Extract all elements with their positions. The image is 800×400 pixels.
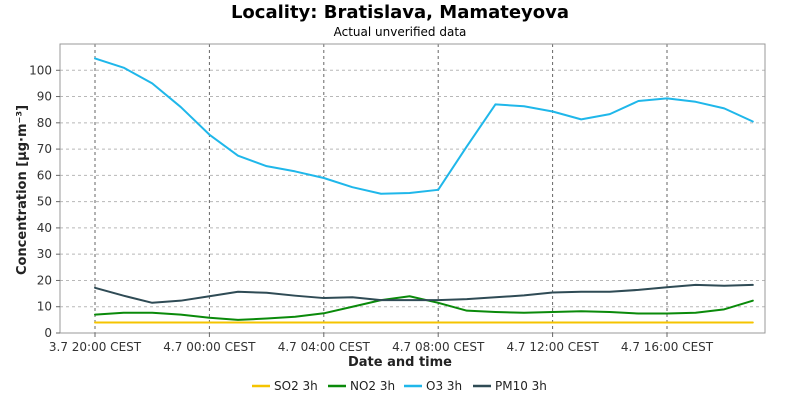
x-axis-title: Date and time: [348, 355, 452, 370]
x-axis: 3.7 20:00 CEST 4.7 00:00 CEST 4.7 04:00 CE…: [49, 333, 714, 354]
legend-item: PM10 3h: [473, 379, 547, 393]
y-tick-label: 40: [37, 221, 52, 235]
y-axis-title: Concentration [µg·m⁻³]: [15, 105, 30, 275]
x-tick-label: 4.7 12:00 CEST: [506, 340, 599, 354]
y-tick-label: 50: [37, 195, 52, 209]
series-lines: [94, 57, 754, 324]
legend-label: NO2 3h: [350, 379, 395, 393]
legend-label: PM10 3h: [495, 379, 547, 393]
x-tick-label: 4.7 08:00 CEST: [392, 340, 485, 354]
legend: SO2 3h NO2 3h O3 3h PM10 3h: [252, 379, 547, 393]
y-tick-label: 90: [37, 90, 52, 104]
y-tick-label: 20: [37, 273, 52, 287]
plot-area-frame: [59, 43, 766, 334]
y-tick-label: 70: [37, 142, 52, 156]
x-tick-label: 3.7 20:00 CEST: [49, 340, 142, 354]
legend-label: O3 3h: [426, 379, 462, 393]
chart-title: Locality: Bratislava, Mamateyova: [231, 2, 569, 23]
y-tick-label: 60: [37, 168, 52, 182]
legend-item: O3 3h: [404, 379, 462, 393]
y-tick-label: 80: [37, 116, 52, 130]
chart-subtitle: Actual unverified data: [334, 25, 467, 39]
legend-item: SO2 3h: [252, 379, 318, 393]
series-line-pm10-3h: [94, 283, 754, 304]
y-tick-label: 0: [44, 326, 52, 340]
x-tick-label: 4.7 00:00 CEST: [163, 340, 256, 354]
y-tick-label: 30: [37, 247, 52, 261]
y-tick-label: 10: [37, 300, 52, 314]
x-tick-label: 4.7 16:00 CEST: [621, 340, 714, 354]
legend-item: NO2 3h: [328, 379, 395, 393]
y-axis: 0 10 20 30 40 50 60 70 80 90 100: [29, 63, 60, 340]
series-line-o3-3h: [94, 57, 754, 195]
legend-label: SO2 3h: [274, 379, 318, 393]
y-tick-label: 100: [29, 63, 52, 77]
grid: [60, 44, 765, 334]
x-tick-label: 4.7 04:00 CEST: [278, 340, 371, 354]
